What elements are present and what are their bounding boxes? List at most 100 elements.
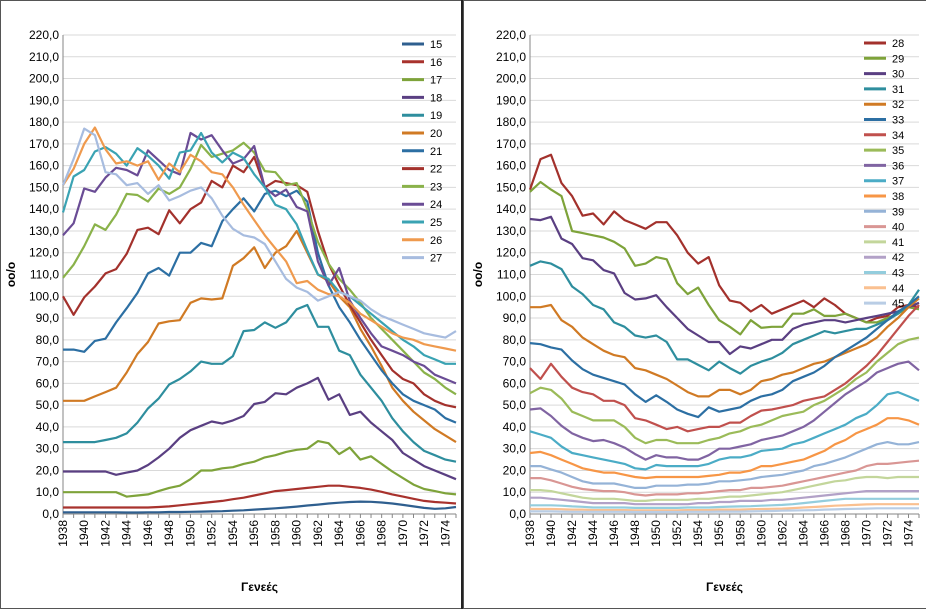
- legend-label-15: 15: [430, 39, 442, 51]
- y-tick-label: 160,0: [496, 159, 526, 173]
- x-tick-label: 1960: [290, 520, 304, 547]
- series-line-35: [529, 336, 920, 445]
- y-tick-label: 170,0: [29, 137, 59, 151]
- y-tick-label: 80,0: [503, 333, 527, 347]
- legend-label-44: 44: [892, 283, 904, 295]
- chart-right: 0,0 10,0 20,0 30,0 40,0 50,0 60,0 70,0 80,0 90,0 1…: [471, 28, 920, 594]
- series-line-17: [63, 440, 457, 498]
- x-tick-label: 1944: [586, 520, 600, 547]
- legend-label-23: 23: [430, 181, 442, 193]
- y-tick-label: 210,0: [496, 50, 526, 64]
- y-tick-label: 80,0: [36, 333, 60, 347]
- y-tick-label: 130,0: [29, 224, 59, 238]
- legend-label-25: 25: [430, 217, 442, 229]
- y-tick-label: 140,0: [29, 202, 59, 216]
- x-tick-label: 1956: [247, 520, 261, 547]
- x-tick-label: 1946: [141, 520, 155, 547]
- series-line-38: [529, 417, 920, 480]
- x-tick-label: 1944: [120, 520, 134, 547]
- series-line-41: [530, 475, 919, 502]
- y-tick-label: 0,0: [509, 507, 526, 521]
- y-tick-label: 130,0: [496, 224, 526, 238]
- series-line-23: [62, 141, 457, 396]
- y-tick-label: 90,0: [36, 311, 60, 325]
- y-tick-label: 120,0: [496, 246, 526, 260]
- y-tick-label: 170,0: [496, 137, 526, 151]
- y-tick-label: 40,0: [36, 420, 60, 434]
- chart-left: 0,0 10,0 20,0 30,0 40,0 50,0 60,0 70,0 80,0 90,0 1…: [4, 28, 457, 594]
- legend-label-32: 32: [892, 99, 904, 111]
- x-tick-label: 1952: [205, 520, 219, 547]
- x-tick-label: 1956: [712, 520, 726, 547]
- legend-label-27: 27: [430, 253, 442, 265]
- y-tick-label: 0,0: [42, 507, 59, 521]
- legend-label-40: 40: [892, 222, 904, 234]
- series-line-32: [530, 297, 920, 398]
- legend-label-41: 41: [892, 237, 904, 249]
- y-tick-label: 30,0: [36, 442, 60, 456]
- x-tick-label: 1948: [162, 520, 176, 547]
- x-tick-label: 1964: [332, 520, 346, 547]
- series-line-16: [63, 484, 457, 509]
- x-tick-label: 1968: [838, 520, 852, 547]
- series-line-27: [61, 127, 457, 339]
- y-tick-label: 190,0: [29, 93, 59, 107]
- y-tick-label: 60,0: [503, 376, 527, 390]
- y-tick-label: 120,0: [29, 246, 59, 260]
- legend-label-18: 18: [430, 92, 442, 104]
- y-tick-label: 10,0: [36, 485, 60, 499]
- legend-label-31: 31: [892, 84, 904, 96]
- x-tick-label: 1972: [417, 520, 431, 547]
- y-tick-label: 50,0: [36, 398, 60, 412]
- x-tick-label: 1970: [859, 520, 873, 547]
- y-tick-label: 10,0: [503, 485, 527, 499]
- x-tick-label: 1946: [607, 520, 621, 547]
- x-tick-label: 1948: [628, 520, 642, 547]
- legend-label-34: 34: [892, 130, 904, 142]
- legend-label-22: 22: [430, 164, 442, 176]
- x-axis-title: Γενεές: [241, 580, 278, 594]
- legend-label-37: 37: [892, 176, 904, 188]
- y-tick-label: 220,0: [496, 28, 526, 42]
- legend-label-17: 17: [430, 75, 442, 87]
- y-tick-label: 150,0: [496, 180, 526, 194]
- chart-panel-left: 0,0 10,0 20,0 30,0 40,0 50,0 60,0 70,0 80,0 90,0 1…: [0, 0, 464, 609]
- legend-label-24: 24: [430, 199, 442, 211]
- y-tick-label: 60,0: [36, 376, 60, 390]
- x-tick-label: 1962: [775, 520, 789, 547]
- x-axis-title: Γενεές: [706, 580, 743, 594]
- legend-label-33: 33: [892, 115, 904, 127]
- x-tick-label: 1966: [817, 520, 831, 547]
- y-tick-label: 110,0: [497, 268, 526, 282]
- y-tick-label: 50,0: [503, 398, 527, 412]
- legend-label-19: 19: [430, 110, 442, 122]
- panel-divider: [461, 0, 464, 609]
- y-tick-label: 40,0: [503, 420, 527, 434]
- series-line-15: [63, 500, 457, 514]
- series-line-36: [529, 360, 920, 461]
- series-line-31: [529, 260, 920, 375]
- x-tick-label: 1964: [796, 520, 810, 547]
- y-tick-label: 110,0: [30, 268, 59, 282]
- series-line-42: [530, 490, 919, 506]
- legend-label-29: 29: [892, 53, 904, 65]
- x-tick-label: 1950: [183, 520, 197, 547]
- y-tick-label: 180,0: [29, 115, 59, 129]
- legend-label-30: 30: [892, 69, 904, 81]
- series-line-26: [62, 126, 457, 352]
- y-tick-label: 220,0: [29, 28, 59, 42]
- x-tick-label: 1968: [375, 520, 389, 547]
- y-tick-label: 90,0: [503, 311, 527, 325]
- y-tick-label: 30,0: [503, 442, 527, 456]
- legend-label-42: 42: [892, 252, 904, 264]
- x-tick-label: 1970: [396, 520, 410, 547]
- x-tick-label: 1974: [901, 520, 915, 547]
- legend-label-16: 16: [430, 57, 442, 69]
- series-line-40: [530, 459, 920, 497]
- x-tick-label: 1954: [226, 520, 240, 547]
- legend-label-26: 26: [430, 235, 442, 247]
- x-tick-label: 1958: [268, 520, 282, 547]
- y-tick-label: 70,0: [36, 355, 60, 369]
- y-axis-title: oo/o: [4, 262, 18, 287]
- legend-label-43: 43: [892, 268, 904, 280]
